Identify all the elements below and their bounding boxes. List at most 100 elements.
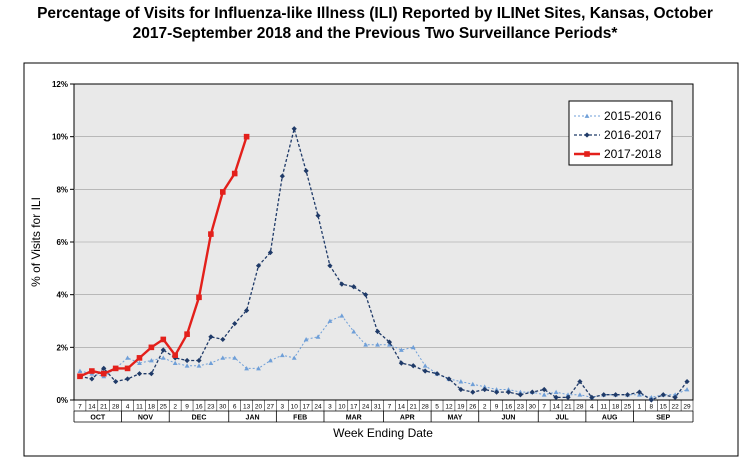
- data-point-2015-2016: [577, 392, 583, 397]
- series-layer: [77, 126, 690, 403]
- x-tick-label: 16: [505, 404, 513, 411]
- data-point-2015-2016: [648, 394, 654, 400]
- data-point-2016-2017: [315, 213, 321, 219]
- x-tick-label: 8: [650, 404, 654, 411]
- legend-marker-2016-2017: [584, 132, 590, 138]
- data-point-2015-2016: [517, 389, 523, 395]
- data-point-2015-2016: [470, 381, 476, 387]
- x-tick-label: 18: [148, 404, 156, 411]
- data-point-2016-2017: [601, 392, 607, 398]
- y-tick-label: 4%: [56, 291, 68, 300]
- x-tick-label: 23: [517, 404, 525, 411]
- data-point-2015-2016: [541, 392, 547, 397]
- x-axis: 7 14 21 28 4 11 18 25 2 9 16 23 30 6 13 20 27 3 10 17 24 3 10 1…: [73, 400, 694, 423]
- data-point-2015-2016: [291, 355, 297, 360]
- x-month-label: FEB: [293, 415, 307, 422]
- x-tick-label: 7: [388, 404, 392, 411]
- data-point-2016-2017: [541, 386, 547, 393]
- data-point-2015-2016: [339, 313, 345, 318]
- x-tick-label: 7: [78, 404, 82, 411]
- x-month-label: JAN: [246, 415, 260, 422]
- data-point-2015-2016: [137, 360, 142, 366]
- data-point-2015-2016: [256, 366, 261, 371]
- x-axis-label: Week Ending Date: [333, 426, 433, 440]
- data-point-2016-2017: [684, 378, 690, 385]
- data-point-2016-2017: [398, 360, 404, 366]
- data-point-2015-2016: [303, 337, 309, 342]
- data-point-2015-2016: [506, 387, 511, 392]
- data-point-2016-2017: [434, 371, 440, 377]
- x-month-label: SEP: [656, 415, 670, 422]
- legend-marker-2017-2018: [584, 151, 590, 157]
- x-tick-label: 28: [422, 404, 430, 411]
- data-point-2016-2017: [636, 389, 643, 395]
- data-point-2016-2017: [386, 339, 393, 345]
- x-month-label: JUL: [555, 415, 569, 422]
- data-point-2017-2018: [77, 373, 83, 380]
- data-point-2016-2017: [291, 126, 297, 132]
- x-tick-label: 21: [410, 404, 418, 411]
- legend-label-2015-2016: 2015-2016: [604, 109, 662, 123]
- data-point-2017-2018: [196, 294, 202, 301]
- x-tick-label: 28: [576, 404, 584, 411]
- x-month-label: JUN: [501, 415, 515, 422]
- data-point-2016-2017: [589, 394, 595, 400]
- data-point-2016-2017: [267, 249, 274, 256]
- x-tick-label: 21: [100, 404, 108, 411]
- data-point-2016-2017: [327, 263, 333, 269]
- data-point-2017-2018: [112, 365, 119, 372]
- data-point-2016-2017: [517, 392, 523, 398]
- data-point-2016-2017: [136, 371, 143, 377]
- x-month-label: OCT: [90, 415, 106, 422]
- data-point-2016-2017: [196, 357, 202, 364]
- x-tick-label: 22: [672, 404, 680, 411]
- data-point-2017-2018: [136, 355, 143, 361]
- data-point-2015-2016: [351, 329, 357, 334]
- x-tick-label: 15: [660, 404, 668, 411]
- x-month-label: DEC: [192, 415, 207, 422]
- data-point-2015-2016: [160, 355, 166, 360]
- x-tick-label: 12: [445, 404, 453, 411]
- x-tick-label: 6: [233, 404, 237, 411]
- x-tick-label: 7: [542, 404, 546, 411]
- chart-frame: [23, 62, 739, 457]
- x-tick-label: 5: [435, 404, 439, 411]
- data-point-2017-2018: [172, 352, 178, 359]
- data-point-2015-2016: [244, 366, 250, 371]
- data-point-2017-2018: [243, 133, 250, 140]
- y-tick-label: 10%: [52, 133, 68, 142]
- data-point-2016-2017: [244, 307, 250, 314]
- data-point-2016-2017: [255, 263, 262, 269]
- x-tick-label: 9: [495, 404, 499, 411]
- data-point-2016-2017: [363, 292, 369, 298]
- x-tick-label: 31: [374, 404, 382, 411]
- x-month-label: MAY: [447, 415, 462, 422]
- data-point-2015-2016: [363, 342, 369, 347]
- x-tick-label: 11: [136, 404, 143, 411]
- legend: 2015-2016 2016-2017 2017-2018: [568, 100, 673, 166]
- data-point-2015-2016: [315, 334, 321, 339]
- x-tick-label: 10: [291, 404, 299, 411]
- data-point-2017-2018: [208, 231, 214, 237]
- data-point-2015-2016: [684, 387, 690, 392]
- x-tick-label: 13: [243, 404, 251, 411]
- x-tick-label: 27: [267, 404, 275, 411]
- x-tick-label: 3: [281, 404, 285, 411]
- x-tick-label: 2: [173, 404, 177, 411]
- x-tick-label: 29: [683, 404, 691, 411]
- data-point-2017-2018: [100, 370, 107, 377]
- data-point-2016-2017: [446, 376, 452, 382]
- data-point-2015-2016: [232, 355, 238, 360]
- x-month-label: APR: [400, 415, 415, 422]
- x-tick-label: 28: [112, 404, 120, 411]
- x-tick-label: 19: [457, 404, 465, 411]
- x-month-label: NOV: [138, 415, 154, 422]
- legend-marker-2015-2016: [584, 113, 590, 118]
- data-point-2017-2018: [184, 331, 190, 337]
- data-point-2015-2016: [268, 358, 273, 363]
- data-point-2016-2017: [89, 376, 95, 382]
- data-point-2016-2017: [672, 394, 678, 400]
- data-point-2016-2017: [160, 347, 166, 353]
- data-point-2016-2017: [648, 397, 654, 403]
